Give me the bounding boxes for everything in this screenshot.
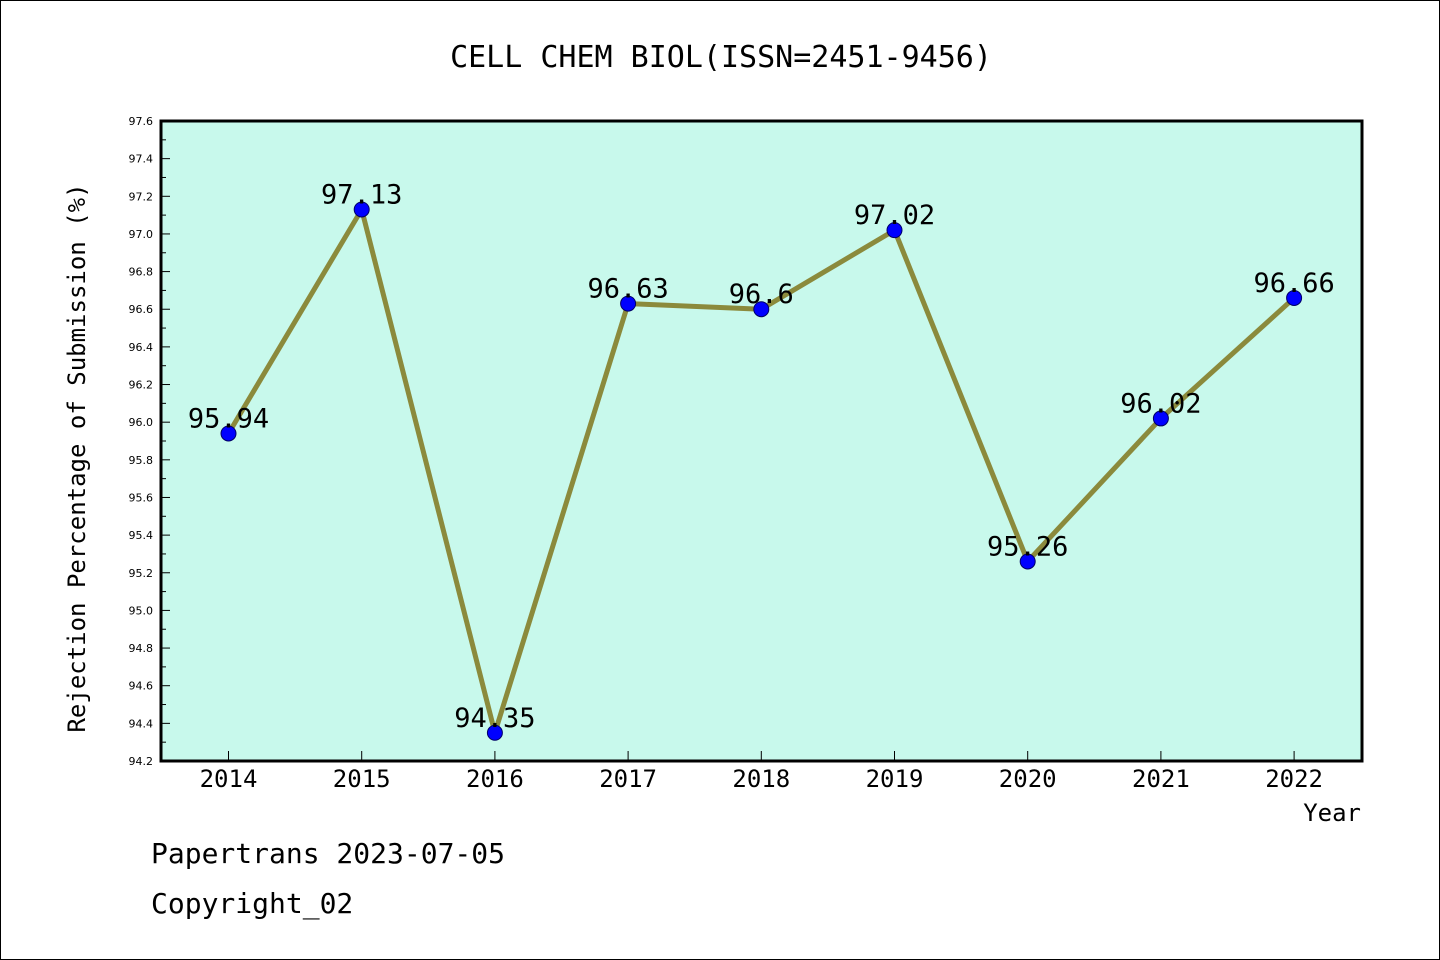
x-tick-label: 2021 bbox=[1132, 765, 1190, 793]
x-tick-label: 2017 bbox=[599, 765, 657, 793]
x-tick-label: 2015 bbox=[333, 765, 391, 793]
data-label: 95.26 bbox=[987, 531, 1068, 562]
data-labels: 95.94 97.13 94.35 96.63 96.6 97.02 95.26 96.02 9… bbox=[188, 179, 1335, 733]
y-axis-title: Rejection Percentage of Submission (%) bbox=[63, 183, 91, 732]
chart-title: CELL CHEM BIOL(ISSN=2451-9456) bbox=[450, 40, 992, 75]
y-tick-label: 97.2 bbox=[129, 190, 154, 203]
data-point bbox=[220, 425, 237, 442]
y-tick-label: 96.0 bbox=[129, 416, 154, 429]
data-label: 97.13 bbox=[321, 179, 402, 210]
data-point bbox=[620, 295, 637, 312]
data-label: 96.66 bbox=[1253, 268, 1334, 299]
y-tick-label: 95.2 bbox=[129, 567, 154, 580]
data-point bbox=[1019, 553, 1036, 570]
data-label: 96.63 bbox=[587, 274, 668, 305]
x-tick-label: 2022 bbox=[1265, 765, 1323, 793]
y-tick-label: 94.2 bbox=[129, 755, 154, 768]
x-tick-label: 2016 bbox=[466, 765, 524, 793]
y-tick-label: 96.4 bbox=[129, 341, 154, 354]
data-series bbox=[220, 201, 1303, 741]
y-tick-label: 96.8 bbox=[129, 266, 154, 279]
y-tick-label: 95.4 bbox=[129, 529, 154, 542]
x-tick-label: 2018 bbox=[732, 765, 790, 793]
data-point bbox=[886, 222, 903, 239]
x-tick-label: 2020 bbox=[999, 765, 1057, 793]
x-tick-label: 2019 bbox=[866, 765, 924, 793]
y-tick-label: 94.4 bbox=[129, 717, 154, 730]
data-label: 97.02 bbox=[854, 200, 935, 231]
y-tick-label: 94.6 bbox=[129, 680, 154, 693]
data-point bbox=[1286, 289, 1303, 306]
footer-date-line: Papertrans 2023-07-05 bbox=[151, 837, 506, 870]
data-label: 95.94 bbox=[188, 403, 269, 434]
data-point bbox=[486, 724, 503, 741]
plot-area bbox=[159, 119, 1364, 763]
data-label: 96.6 bbox=[729, 279, 794, 310]
x-axis: 2014 2015 2016 2017 2018 2019 2020 2021 2022 bbox=[200, 751, 1323, 793]
y-axis: 94.2 94.4 94.6 94.8 95.0 95.2 95.4 95.6 95.8 96.0… bbox=[129, 115, 170, 768]
x-tick-label: 2014 bbox=[200, 765, 258, 793]
y-tick-label: 97.4 bbox=[129, 153, 154, 166]
y-tick-label: 94.8 bbox=[129, 642, 154, 655]
data-point bbox=[353, 201, 370, 218]
x-axis-title: Year bbox=[1303, 799, 1361, 827]
y-tick-label: 95.6 bbox=[129, 491, 154, 504]
footer-copyright-line: Copyright_02 bbox=[151, 887, 354, 920]
y-tick-label: 95.8 bbox=[129, 454, 154, 467]
data-label: 94.35 bbox=[454, 703, 535, 734]
y-tick-label: 97.0 bbox=[129, 228, 154, 241]
y-tick-label: 96.6 bbox=[129, 303, 154, 316]
data-point bbox=[753, 301, 770, 318]
y-tick-label: 97.6 bbox=[129, 115, 154, 128]
y-tick-label: 96.2 bbox=[129, 379, 154, 392]
data-point bbox=[1152, 410, 1169, 427]
data-label: 96.02 bbox=[1120, 388, 1201, 419]
y-tick-label: 95.0 bbox=[129, 604, 154, 617]
